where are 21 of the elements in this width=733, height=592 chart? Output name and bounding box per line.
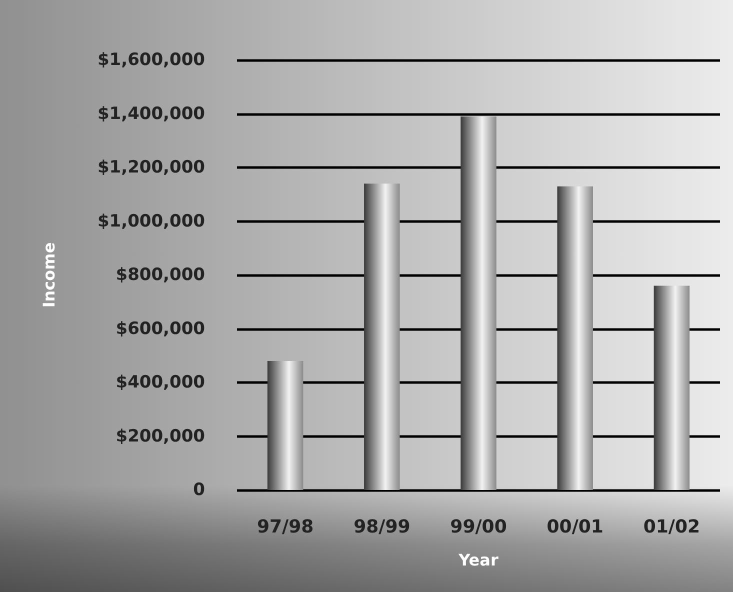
x-tick-label: 98/99	[354, 516, 410, 538]
bar	[557, 186, 593, 490]
x-tick-label: 00/01	[546, 516, 604, 538]
bar	[460, 116, 496, 490]
y-tick-label: $1,400,000	[97, 104, 206, 124]
y-tick-label: $1,000,000	[97, 211, 206, 232]
bar	[654, 286, 690, 490]
y-axis-title: Income	[40, 242, 58, 308]
y-tick-label: $400,000	[116, 372, 206, 392]
y-tick-label: $1,600,000	[97, 50, 206, 70]
x-tick-label: 97/98	[256, 516, 314, 538]
y-tick-label: 0	[193, 480, 206, 500]
y-tick-label: $600,000	[116, 318, 206, 339]
bar	[267, 361, 304, 490]
x-axis-title: Year	[458, 550, 498, 570]
y-tick-label: $800,000	[116, 265, 206, 285]
x-tick-label: 99/00	[450, 516, 507, 538]
y-tick-label: $1,200,000	[97, 158, 206, 178]
y-tick-label: $200,000	[116, 426, 206, 446]
x-tick-label: 01/02	[643, 516, 700, 538]
bar	[364, 184, 400, 490]
